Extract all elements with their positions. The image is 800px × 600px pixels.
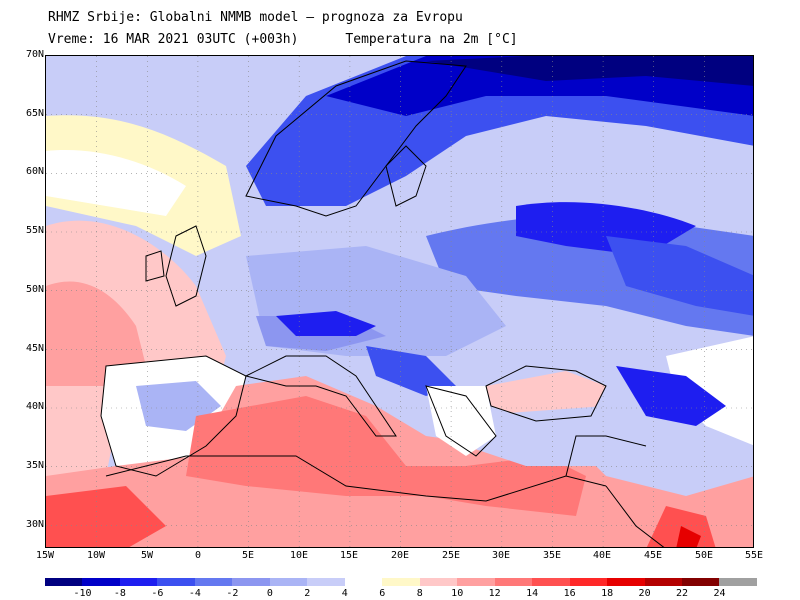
colorbar-label: 4 <box>341 588 348 599</box>
colorbar-swatch <box>194 578 233 586</box>
lat-label-65n: 65N <box>25 108 44 119</box>
lon-label-35e: 35E <box>542 550 562 561</box>
temperature-colorbar <box>45 578 757 586</box>
lon-label-5w: 5W <box>140 550 154 561</box>
lon-label-30e: 30E <box>491 550 511 561</box>
colorbar-swatch <box>157 578 195 586</box>
colorbar-swatch <box>45 578 83 586</box>
colorbar-label: -4 <box>188 588 201 599</box>
colorbar-swatch <box>681 578 720 586</box>
colorbar-swatch <box>644 578 682 586</box>
colorbar-label: 18 <box>601 588 614 599</box>
colorbar-swatch <box>307 578 345 586</box>
lon-label-45e: 45E <box>643 550 663 561</box>
colorbar-label: 8 <box>416 588 423 599</box>
lon-label-10e: 10E <box>289 550 309 561</box>
lon-label-50e: 50E <box>694 550 714 561</box>
colorbar-label: -2 <box>226 588 239 599</box>
colorbar-label: 24 <box>713 588 726 599</box>
colorbar-label: 2 <box>304 588 311 599</box>
lon-label-55e: 55E <box>744 550 764 561</box>
map-subtitle: Vreme: 16 MAR 2021 03UTC (+003h) Tempera… <box>48 32 518 47</box>
colorbar-label: -8 <box>113 588 126 599</box>
lat-label-30n: 30N <box>25 519 44 530</box>
colorbar-swatch <box>457 578 495 586</box>
lon-label-5e: 5E <box>241 550 255 561</box>
colorbar-swatch <box>419 578 458 586</box>
colorbar-swatch <box>607 578 645 586</box>
colorbar-label: 6 <box>379 588 386 599</box>
colorbar-label: 16 <box>563 588 576 599</box>
colorbar-label: -10 <box>73 588 92 599</box>
colorbar-label: 0 <box>266 588 273 599</box>
temperature-map <box>45 55 754 548</box>
colorbar-swatch <box>569 578 608 586</box>
colorbar-label: 12 <box>488 588 501 599</box>
lon-label-10w: 10W <box>86 550 106 561</box>
lat-label-45n: 45N <box>25 343 44 354</box>
colorbar-label: 20 <box>638 588 651 599</box>
lat-label-60n: 60N <box>25 166 44 177</box>
colorbar-label: 10 <box>451 588 464 599</box>
lat-label-55n: 55N <box>25 225 44 236</box>
lon-label-25e: 25E <box>441 550 461 561</box>
lon-label-15w: 15W <box>35 550 55 561</box>
colorbar-swatch <box>269 578 308 586</box>
colorbar-label: 22 <box>676 588 689 599</box>
colorbar-swatch <box>494 578 533 586</box>
lat-label-70n: 70N <box>25 49 44 60</box>
colorbar-swatch <box>82 578 120 586</box>
lon-label-40e: 40E <box>592 550 612 561</box>
lat-label-35n: 35N <box>25 460 44 471</box>
map-title: RHMZ Srbije: Globalni NMMB model — progn… <box>48 10 463 25</box>
colorbar-swatch <box>119 578 158 586</box>
lon-label-20e: 20E <box>390 550 410 561</box>
lat-label-50n: 50N <box>25 284 44 295</box>
lat-label-40n: 40N <box>25 401 44 412</box>
colorbar-label: 14 <box>526 588 539 599</box>
lon-label-15e: 15E <box>339 550 359 561</box>
colorbar-swatch <box>344 578 383 586</box>
colorbar-swatch <box>532 578 570 586</box>
lon-label-0: 0 <box>194 550 202 561</box>
colorbar-swatch <box>232 578 270 586</box>
colorbar-swatch <box>382 578 420 586</box>
colorbar-swatch <box>719 578 757 586</box>
colorbar-label: -6 <box>151 588 164 599</box>
